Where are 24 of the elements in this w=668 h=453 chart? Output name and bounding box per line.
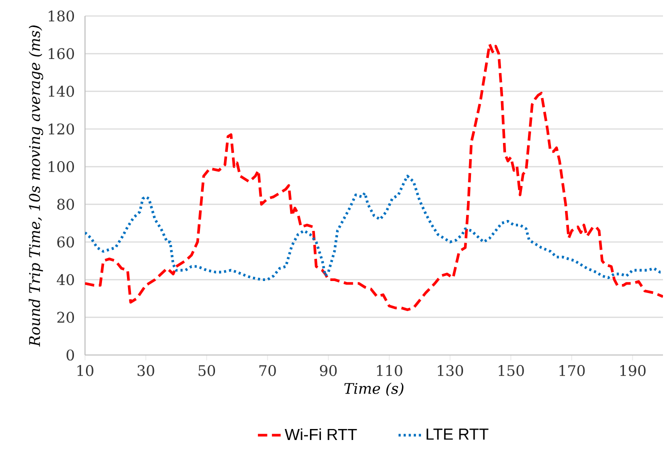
y-tick-label: 100 (48, 161, 74, 172)
y-tick-label: 160 (48, 48, 74, 60)
x-tick-label: 110 (377, 365, 402, 376)
y-tick-label: 0 (66, 349, 74, 361)
x-tick-label: 190 (620, 365, 646, 376)
x-tick-label: 130 (438, 365, 464, 376)
y-tick-label: 20 (57, 312, 74, 323)
x-tick-label: 10 (77, 365, 94, 376)
x-tick-label: 170 (560, 365, 585, 376)
x-tick-label: 150 (498, 365, 524, 376)
x-tick-label: 30 (138, 365, 154, 376)
x-axis-title: Time (s) (344, 382, 404, 396)
y-tick-label: 80 (57, 198, 74, 210)
y-axis-title: Round Trip Time, 10s moving average (ms) (28, 26, 44, 347)
y-tick-label: 180 (48, 10, 74, 22)
legend-label: LTE RTT (426, 428, 488, 440)
legend-label: Wi-Fi RTT (284, 428, 357, 440)
y-tick-label: 140 (48, 86, 74, 97)
x-tick-label: 50 (198, 365, 216, 376)
x-tick-label: 70 (259, 365, 276, 376)
y-tick-label: 120 (48, 123, 74, 135)
y-tick-label: 60 (57, 236, 74, 248)
y-tick-label: 40 (56, 274, 74, 286)
x-tick-label: 90 (320, 365, 337, 376)
